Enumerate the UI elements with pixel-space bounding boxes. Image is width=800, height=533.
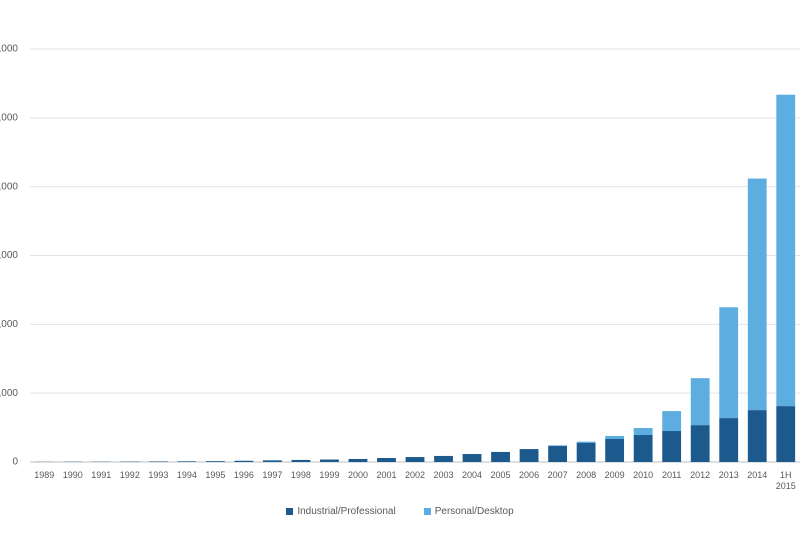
bar-segment: [519, 449, 539, 462]
bar-segment: [605, 439, 625, 462]
bar-segment: [148, 461, 168, 462]
x-tick-label: 2000: [347, 470, 368, 480]
bar-segment: [662, 411, 682, 432]
x-tick-label: 2006: [519, 470, 540, 480]
bar-segment: [776, 406, 796, 462]
x-tick-label: 2007: [547, 470, 568, 480]
bar-segment: [377, 458, 396, 462]
x-tick-label: 1990: [62, 470, 83, 480]
x-tick-label: 2001: [376, 470, 397, 480]
x-tick-label: 2011: [661, 470, 682, 480]
x-tick-label: 2010: [633, 470, 654, 480]
bar-segment: [234, 460, 254, 462]
legend-label: Industrial/Professional: [297, 506, 396, 517]
legend-item: Industrial/Professional: [286, 506, 396, 517]
bar-segment: [205, 461, 225, 462]
bar-segment: [719, 418, 739, 462]
x-tick-label: 1H 2015: [775, 470, 796, 491]
x-tick-label: 2005: [490, 470, 511, 480]
bar-segment: [633, 427, 653, 436]
bar-segment: [576, 443, 596, 462]
y-tick-label: 200,000: [0, 181, 18, 192]
x-tick-label: 1999: [319, 470, 340, 480]
bar-segment: [548, 445, 568, 447]
x-tick-label: 1996: [233, 470, 254, 480]
bar-segment: [605, 435, 625, 440]
x-tick-label: 2009: [604, 470, 625, 480]
x-tick-label: 1989: [34, 470, 55, 480]
legend: Industrial/Professional Personal/Desktop: [0, 506, 800, 517]
x-tick-label: 2014: [747, 470, 768, 480]
y-tick-label: 0: [12, 457, 18, 468]
x-tick-label: 2004: [462, 470, 483, 480]
x-tick-label: 2008: [576, 470, 597, 480]
bar-segment: [747, 410, 767, 462]
y-tick-label: 250,000: [0, 112, 18, 123]
x-tick-label: 1991: [91, 470, 112, 480]
bar-segment: [320, 459, 339, 462]
bar-segment: [291, 459, 311, 462]
bar-segment: [548, 446, 568, 462]
bar-segment: [690, 378, 710, 426]
x-tick-label: 2013: [718, 470, 739, 480]
x-tick-label: 1993: [148, 470, 169, 480]
bar-segment: [434, 455, 453, 462]
bar-segment: [405, 457, 425, 462]
bar-segment: [776, 94, 796, 407]
bar-segment: [662, 431, 682, 462]
x-tick-label: 1992: [119, 470, 140, 480]
bar-segment: [348, 458, 368, 462]
legend-swatch: [423, 507, 431, 515]
x-tick-label: 2012: [690, 470, 711, 480]
bar-segment: [719, 307, 739, 419]
x-tick-label: 1998: [290, 470, 311, 480]
x-tick-label: 1994: [176, 470, 197, 480]
x-tick-label: 2003: [433, 470, 454, 480]
bar-segment: [262, 460, 282, 462]
y-tick-label: 150,000: [0, 250, 18, 261]
x-tick-label: 1995: [205, 470, 226, 480]
legend-label: Personal/Desktop: [434, 506, 514, 517]
bar-segment: [462, 454, 482, 462]
bar-segment: [747, 178, 767, 411]
bar-segment: [491, 451, 510, 462]
bar-segment: [633, 435, 653, 462]
x-tick-label: 1997: [262, 470, 283, 480]
y-tick-label: 50,000: [0, 388, 18, 399]
bar-segment: [576, 441, 596, 444]
legend-item: Personal/Desktop: [423, 506, 514, 517]
x-tick-label: 2002: [404, 470, 426, 480]
bar-segment: [177, 461, 197, 462]
bar-segment: [690, 425, 710, 462]
y-tick-label: 300,000: [0, 44, 18, 55]
y-tick-label: 100,000: [0, 319, 18, 330]
legend-swatch: [286, 507, 294, 515]
